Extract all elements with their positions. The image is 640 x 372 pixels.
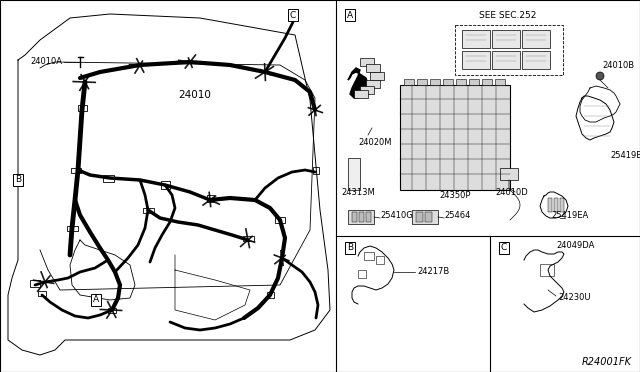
Bar [360, 58, 374, 66]
Bar [359, 212, 364, 222]
Text: SEE SEC.252: SEE SEC.252 [479, 11, 537, 20]
Bar [404, 79, 414, 85]
Bar [560, 198, 564, 212]
Bar [38, 291, 46, 296]
Bar [348, 158, 360, 190]
Text: B: B [15, 176, 21, 185]
Bar [548, 198, 552, 212]
Bar [417, 79, 427, 85]
Text: R24001FK: R24001FK [582, 357, 632, 367]
Text: B: B [347, 244, 353, 253]
Bar [67, 226, 78, 231]
Bar [492, 30, 520, 48]
Bar [161, 181, 170, 189]
Bar [376, 256, 384, 264]
Text: A: A [347, 10, 353, 19]
Bar [348, 210, 374, 224]
Text: 25419EA: 25419EA [552, 211, 589, 220]
Text: 25410G: 25410G [380, 211, 413, 220]
Bar [430, 79, 440, 85]
Bar [370, 72, 384, 80]
Text: A: A [93, 295, 99, 305]
Bar [78, 105, 87, 111]
Text: 24049DA: 24049DA [557, 241, 595, 250]
Bar [358, 270, 366, 278]
Text: 25464: 25464 [444, 211, 470, 220]
Text: 24010D: 24010D [495, 188, 529, 197]
Bar [425, 212, 432, 222]
Bar [412, 210, 438, 224]
Circle shape [596, 72, 604, 80]
Bar [207, 195, 214, 202]
Bar [554, 198, 558, 212]
Bar [462, 30, 490, 48]
Bar [275, 217, 285, 223]
Bar [443, 79, 453, 85]
Text: 24010A: 24010A [30, 58, 62, 67]
Bar [103, 175, 114, 182]
Text: 24350P: 24350P [439, 191, 471, 200]
Bar [416, 212, 423, 222]
Bar [456, 79, 466, 85]
Bar [495, 79, 505, 85]
Bar [71, 168, 81, 173]
Text: C: C [501, 244, 507, 253]
Text: 24217B: 24217B [417, 267, 449, 276]
Text: 24230U: 24230U [558, 294, 591, 302]
Bar [364, 252, 374, 260]
Text: 24313M: 24313M [341, 188, 375, 197]
Bar [469, 79, 479, 85]
Bar [522, 51, 550, 69]
Text: 24020M: 24020M [358, 138, 392, 147]
Text: C: C [290, 10, 296, 19]
Bar [500, 168, 518, 180]
Bar [352, 212, 357, 222]
Bar [455, 25, 563, 75]
Bar [366, 80, 380, 88]
Bar [400, 85, 510, 190]
Bar [267, 292, 274, 298]
Text: 24010: 24010 [179, 90, 211, 100]
Bar [366, 64, 380, 72]
Text: 24010B: 24010B [602, 61, 634, 70]
Bar [492, 51, 520, 69]
Bar [462, 51, 490, 69]
Bar [482, 79, 492, 85]
Bar [143, 208, 154, 213]
Bar [30, 280, 40, 287]
Bar [366, 212, 371, 222]
Bar [313, 167, 319, 174]
Bar [360, 86, 374, 94]
Text: 25419E: 25419E [611, 151, 640, 160]
Bar [540, 264, 554, 276]
Bar [108, 308, 116, 313]
Bar [243, 236, 254, 241]
Polygon shape [348, 68, 368, 98]
Bar [522, 30, 550, 48]
Bar [354, 90, 368, 98]
